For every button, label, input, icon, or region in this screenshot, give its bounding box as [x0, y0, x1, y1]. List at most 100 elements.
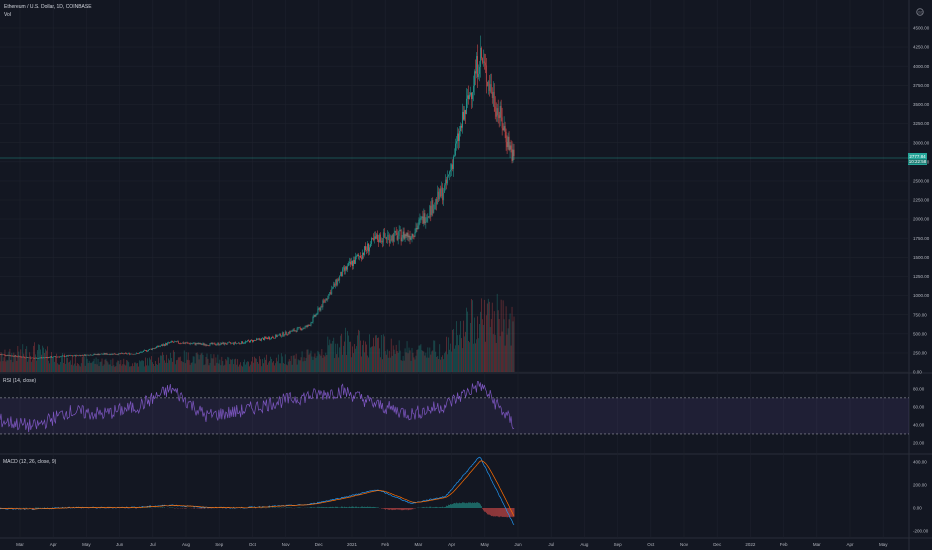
time-tick: Aug: [580, 542, 589, 547]
candle-body: [284, 331, 286, 336]
candle-body: [414, 232, 416, 237]
macd-histogram-bar: [371, 507, 372, 508]
macd-histogram-bar: [337, 506, 339, 508]
macd-histogram-bar: [443, 507, 445, 508]
volume-bar: [348, 335, 349, 372]
time-tick: Dec: [315, 542, 324, 547]
volume-bar: [59, 364, 60, 372]
volume-bar: [339, 347, 341, 372]
candle-body: [320, 306, 322, 311]
candle-body: [120, 353, 122, 355]
candle-body: [93, 353, 95, 355]
volume-bar: [169, 352, 171, 372]
candle-body: [349, 261, 350, 264]
candle-body: [359, 255, 360, 257]
volume-bar: [324, 356, 326, 372]
macd-histogram-bar: [474, 502, 475, 508]
volume-bar: [329, 339, 331, 372]
volume-bar: [478, 338, 479, 372]
volume-bar: [504, 345, 506, 372]
volume-bar: [80, 363, 82, 372]
volume-bar: [172, 350, 174, 372]
macd-histogram-bar: [324, 507, 326, 508]
candle-body: [433, 209, 435, 213]
volume-bar: [220, 365, 222, 372]
macd-histogram-bar: [497, 508, 499, 517]
candle-body: [150, 348, 151, 350]
volume-label[interactable]: Vol: [4, 12, 11, 18]
macd-histogram-bar: [411, 508, 413, 510]
macd-histogram-bar: [407, 508, 409, 511]
volume-bar: [286, 365, 288, 372]
candle-body: [148, 349, 149, 351]
volume-bar: [490, 319, 492, 372]
candle-body: [387, 235, 389, 236]
volume-bar: [53, 357, 54, 372]
macd-histogram-bar: [327, 507, 329, 508]
candle-body: [210, 343, 212, 344]
candle-body: [223, 342, 225, 345]
volume-bar: [402, 355, 404, 372]
candle-body: [402, 231, 404, 238]
volume-bar: [153, 364, 154, 372]
volume-bar: [161, 355, 162, 372]
macd-histogram-bar: [251, 507, 252, 508]
candle-body: [94, 353, 96, 355]
volume-bar: [91, 362, 93, 372]
volume-bar: [25, 348, 27, 372]
volume-bar: [259, 356, 260, 372]
volume-bar: [381, 359, 383, 372]
volume-bar: [465, 331, 466, 372]
macd-histogram-bar: [384, 508, 386, 510]
macd-title[interactable]: MACD (12, 26, close, 9): [3, 459, 57, 465]
candle-body: [423, 213, 425, 224]
candle-body: [23, 356, 25, 358]
candle-body: [403, 231, 405, 239]
volume-bar: [494, 334, 496, 372]
macd-histogram-bar: [7, 508, 9, 509]
candle-body: [411, 233, 413, 238]
candle-body: [1, 354, 3, 356]
candle-body: [353, 260, 354, 266]
volume-bar: [233, 364, 235, 372]
volume-bar: [449, 349, 450, 372]
candle-body: [272, 337, 274, 339]
gear-icon[interactable]: USD: [914, 4, 926, 16]
volume-bar: [131, 366, 133, 372]
candle-body: [131, 353, 133, 355]
volume-bar: [291, 364, 293, 372]
volume-bar: [140, 361, 141, 372]
candle-body: [76, 355, 78, 356]
macd-histogram-bar: [409, 508, 411, 510]
volume-bar: [397, 352, 399, 372]
volume-bar: [436, 357, 438, 372]
candle-body: [18, 355, 20, 357]
volume-bar: [320, 355, 322, 372]
macd-histogram-bar: [33, 508, 35, 509]
volume-bar: [35, 354, 37, 372]
volume-bar: [218, 363, 220, 372]
candle-body: [186, 342, 188, 344]
volume-bar: [345, 327, 346, 372]
volume-bar: [55, 356, 56, 372]
volume-bar: [71, 355, 73, 372]
volume-bar: [326, 354, 328, 372]
candle-body: [14, 355, 16, 357]
candle-body: [202, 343, 204, 345]
rsi-pane: [0, 381, 909, 435]
symbol-title[interactable]: Ethereum / U.S. Dollar, 1D, COINBASE: [4, 4, 92, 10]
candle-body: [441, 187, 443, 197]
macd-histogram-bar: [396, 508, 398, 510]
candle-body: [205, 344, 207, 346]
volume-bar: [0, 352, 2, 372]
volume-bar: [358, 329, 359, 372]
macd-histogram-bar: [386, 508, 388, 510]
rsi-title[interactable]: RSI (14, close): [3, 378, 37, 384]
candle-body: [477, 56, 478, 78]
candle-body: [138, 353, 140, 354]
volume-bar: [265, 359, 266, 372]
volume-bar: [419, 345, 421, 372]
macd-histogram-bar: [430, 506, 432, 508]
price-tick: 3250.00: [913, 121, 930, 126]
